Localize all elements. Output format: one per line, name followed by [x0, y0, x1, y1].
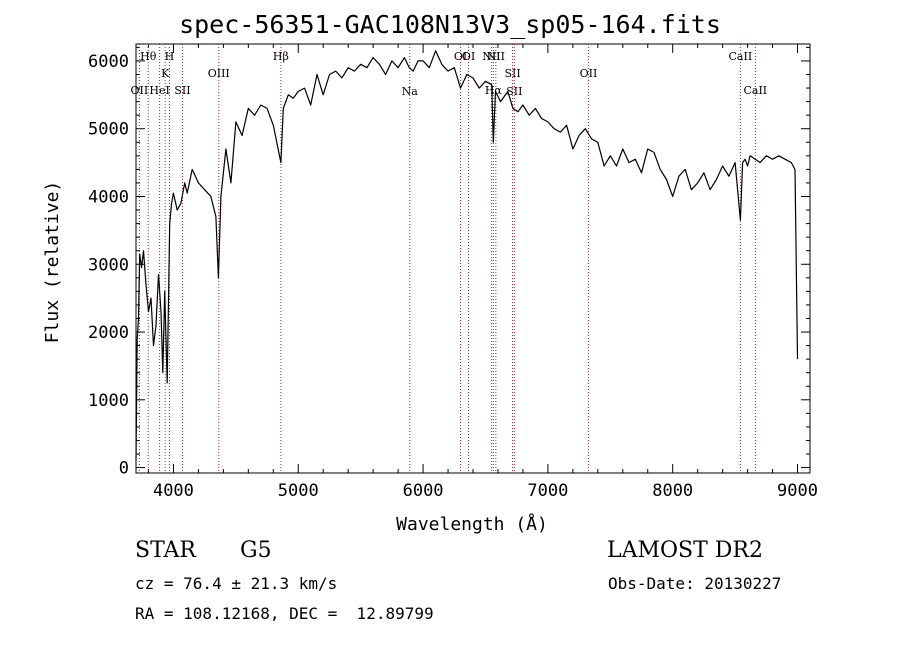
spectral-line-label: OII [580, 67, 598, 80]
spectral-line-label: OIII [208, 67, 230, 80]
spectrum-series [135, 50, 799, 461]
y-tick-label: 6000 [88, 52, 129, 72]
y-tick-label: 2000 [88, 323, 129, 343]
spectral-line-label: SII [174, 84, 190, 97]
x-tick-label: 6000 [403, 481, 444, 501]
spectral-line-label: SII [504, 67, 520, 80]
spectral-line-label: CaII [729, 50, 753, 63]
plot-axes [135, 43, 811, 474]
spectral-line-label: Hθ [140, 50, 157, 63]
x-axis-label: Wavelength (Å) [396, 513, 548, 535]
chart-title: spec-56351-GAC108N13V3_sp05-164.fits [179, 10, 721, 39]
spectral-line-label: SII [506, 85, 522, 98]
y-tick-label: 4000 [88, 187, 129, 207]
y-axis-label: Flux (relative) [42, 181, 63, 344]
spectral-line-label: Hβ [273, 50, 289, 63]
ra-dec-label: RA = 108.12168, DEC = 12.89799 [135, 604, 434, 623]
class-label: STAR [135, 538, 196, 563]
spectral-line-label: OI [462, 50, 475, 63]
spectral-line-label: NII [487, 50, 505, 63]
y-tick-label: 1000 [88, 391, 129, 411]
y-tick-label: 0 [119, 459, 129, 479]
subclass-label: G5 [240, 538, 272, 563]
spectral-line-label: Hα [485, 84, 503, 97]
x-tick-label: 8000 [652, 481, 693, 501]
tick-labels: 4000 5000 6000 7000 8000 9000 0 1000 2000 3000 400… [88, 52, 818, 501]
spectral-line-label: HeI [149, 84, 169, 97]
spectral-line-label: CaII [743, 84, 767, 97]
obs-date-label: Obs-Date: 20130227 [608, 574, 782, 593]
survey-label: LAMOST DR2 [607, 538, 763, 563]
x-tick-label: 7000 [527, 481, 568, 501]
redshift-label: cz = 76.4 ± 21.3 km/s [135, 574, 338, 593]
spectral-line-label: K [161, 67, 170, 80]
x-tick-label: 4000 [153, 481, 194, 501]
y-tick-label: 3000 [88, 255, 129, 275]
spectral-line-label: OI [454, 50, 467, 63]
x-tick-label: 5000 [278, 481, 319, 501]
x-tick-label: 9000 [777, 481, 818, 501]
spectral-line-label: OII [131, 84, 149, 97]
spectral-line-label: H [165, 50, 175, 63]
spectral-line-label: Na [402, 85, 419, 98]
flux-line [135, 50, 799, 461]
y-tick-label: 5000 [88, 120, 129, 140]
plot-frame [135, 43, 811, 474]
